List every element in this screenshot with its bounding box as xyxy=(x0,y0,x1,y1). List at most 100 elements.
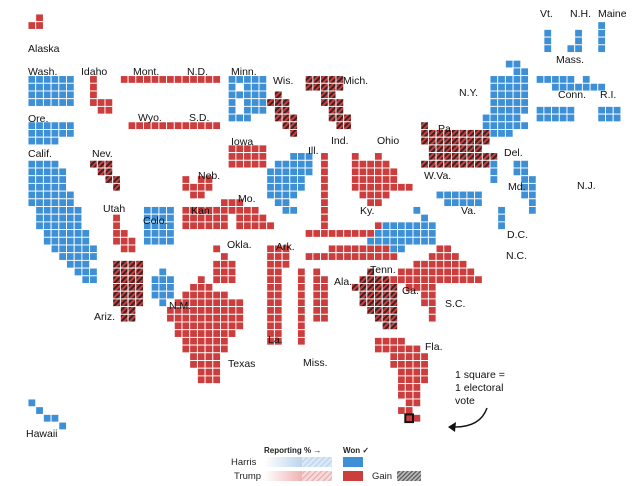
state-va[interactable] xyxy=(366,206,437,254)
state-nev[interactable] xyxy=(89,159,121,192)
state-ark-square xyxy=(266,259,275,269)
state-n-c[interactable] xyxy=(389,244,483,292)
state-okla-square xyxy=(227,267,237,277)
state-n-m-square xyxy=(150,275,160,284)
state-ill-square xyxy=(289,152,298,161)
state-iowa[interactable] xyxy=(227,144,268,169)
key-square-outline xyxy=(404,413,414,424)
state-tenn[interactable] xyxy=(304,244,399,261)
state-d-c[interactable] xyxy=(497,206,506,231)
state-ga-square xyxy=(381,290,391,300)
state-conn-square xyxy=(535,105,545,115)
state-utah[interactable] xyxy=(112,213,137,254)
state-idaho-square xyxy=(96,105,106,115)
state-md-square xyxy=(451,190,460,200)
state-fla-square xyxy=(420,352,429,361)
state-n-y[interactable] xyxy=(481,59,529,138)
state-n-h[interactable] xyxy=(566,28,583,53)
state-ill[interactable] xyxy=(266,152,314,215)
state-okla[interactable] xyxy=(212,244,237,284)
state-neb[interactable] xyxy=(181,175,214,200)
state-pa[interactable] xyxy=(420,121,499,169)
state-r-i[interactable] xyxy=(597,105,622,123)
state-ind[interactable] xyxy=(320,152,329,238)
state-mont-square xyxy=(158,75,168,84)
state-n-c-square xyxy=(412,259,422,269)
state-calif[interactable] xyxy=(27,159,98,284)
state-ark[interactable] xyxy=(266,244,291,292)
state-n-j-square xyxy=(528,175,537,184)
state-alaska[interactable] xyxy=(27,13,44,30)
state-texas-square xyxy=(204,336,214,346)
state-fla[interactable] xyxy=(374,336,429,423)
state-wash[interactable] xyxy=(27,75,75,107)
state-colo[interactable] xyxy=(143,206,175,246)
state-md-square xyxy=(466,190,476,200)
state-calif-square xyxy=(42,213,52,223)
state-n-c-square xyxy=(443,252,452,261)
state-minn-square xyxy=(250,98,260,107)
state-ala[interactable] xyxy=(312,267,329,323)
state-md[interactable] xyxy=(435,190,483,207)
state-fla-square xyxy=(412,383,422,392)
state-mont[interactable] xyxy=(119,75,183,84)
state-del[interactable] xyxy=(489,159,499,184)
state-texas-square xyxy=(189,329,198,338)
state-wis[interactable] xyxy=(266,90,298,138)
svg-text:1 electoral: 1 electoral xyxy=(455,382,503,394)
state-la[interactable] xyxy=(266,290,283,346)
state-n-m[interactable] xyxy=(150,267,175,308)
state-calif-square xyxy=(73,221,83,231)
state-miss-square xyxy=(297,321,306,331)
state-conn[interactable] xyxy=(535,105,576,123)
state-ga-square xyxy=(374,290,383,300)
state-ore[interactable] xyxy=(27,121,75,146)
state-alaska-square xyxy=(35,13,44,23)
state-ga-square xyxy=(389,290,399,300)
state-ohio[interactable] xyxy=(350,152,399,207)
state-w-va[interactable] xyxy=(381,182,414,200)
state-kan-label: Kan. xyxy=(191,205,213,217)
state-texas[interactable] xyxy=(166,275,245,385)
state-ariz[interactable] xyxy=(112,259,144,323)
state-ga[interactable] xyxy=(350,267,399,331)
state-s-d[interactable] xyxy=(181,121,221,130)
state-mo-square xyxy=(235,221,245,231)
state-calif-square xyxy=(73,252,83,261)
state-ga-square xyxy=(358,298,368,308)
state-ga-square xyxy=(381,298,391,308)
state-vt-square xyxy=(543,36,553,46)
state-n-j[interactable] xyxy=(512,159,537,215)
state-n-h-square xyxy=(574,44,583,53)
state-wyo[interactable] xyxy=(127,121,183,130)
state-s-c-label: S.C. xyxy=(445,298,465,310)
state-texas-square xyxy=(189,313,198,323)
legend-gain-swatch xyxy=(397,471,421,481)
state-mo[interactable] xyxy=(220,198,275,231)
state-md-square xyxy=(451,198,460,207)
state-minn[interactable] xyxy=(227,75,268,123)
state-utah-square xyxy=(119,236,129,246)
state-va-square xyxy=(420,229,429,238)
state-nev-square xyxy=(104,159,114,169)
state-kan[interactable] xyxy=(181,206,229,231)
state-fla-square xyxy=(404,344,414,354)
state-pa-square xyxy=(458,159,468,169)
state-pa-square xyxy=(474,152,483,161)
state-hawaii[interactable] xyxy=(27,398,67,431)
state-vt[interactable] xyxy=(543,28,553,53)
state-idaho[interactable] xyxy=(89,75,114,115)
state-va-square xyxy=(404,236,414,246)
state-fla-square xyxy=(381,336,391,346)
state-ky-square xyxy=(335,229,345,238)
state-mich[interactable] xyxy=(304,75,352,130)
state-maine[interactable] xyxy=(597,21,606,53)
state-iowa-square xyxy=(243,152,252,161)
state-mass[interactable] xyxy=(535,75,606,92)
state-ohio-square xyxy=(366,190,375,200)
state-pa-square xyxy=(481,152,491,161)
state-colo-square xyxy=(166,206,175,215)
state-miss[interactable] xyxy=(297,267,306,346)
state-n-d[interactable] xyxy=(181,75,221,84)
state-pa-square xyxy=(458,152,468,161)
